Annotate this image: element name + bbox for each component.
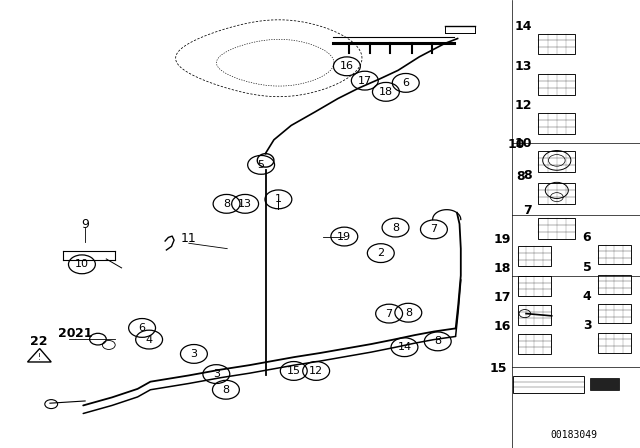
Text: 10: 10	[515, 137, 532, 150]
Text: 6: 6	[139, 323, 145, 333]
Text: 19: 19	[494, 233, 511, 246]
Text: 14: 14	[515, 20, 532, 33]
Bar	[598, 245, 631, 264]
Text: 1: 1	[275, 194, 282, 204]
Bar	[518, 276, 551, 296]
Text: 16: 16	[340, 61, 354, 71]
Bar	[538, 151, 575, 172]
Text: 8: 8	[392, 223, 399, 233]
Text: !: !	[38, 353, 41, 362]
Bar	[518, 305, 551, 325]
Text: 13: 13	[515, 60, 532, 73]
Text: 10: 10	[75, 259, 89, 269]
Text: 20: 20	[58, 327, 76, 340]
Bar	[518, 334, 551, 354]
Bar	[590, 378, 619, 390]
Text: 5: 5	[258, 160, 264, 170]
Text: 22: 22	[29, 335, 47, 348]
Text: 11: 11	[181, 232, 196, 246]
Text: 18: 18	[494, 262, 511, 275]
Bar	[598, 304, 631, 323]
Text: 8: 8	[516, 170, 525, 183]
Bar	[513, 376, 584, 393]
Text: 17: 17	[358, 76, 372, 86]
Text: 15: 15	[490, 362, 507, 375]
Text: 5: 5	[582, 261, 591, 274]
Bar	[538, 113, 575, 134]
Bar	[598, 333, 631, 353]
Text: 9: 9	[81, 217, 89, 231]
Text: 7: 7	[523, 204, 532, 217]
Text: 19: 19	[337, 232, 351, 241]
Text: 21: 21	[75, 327, 93, 340]
Text: 16: 16	[494, 320, 511, 333]
Text: 12: 12	[309, 366, 323, 376]
Bar	[538, 34, 575, 54]
Bar	[538, 183, 575, 204]
Text: 15: 15	[287, 366, 301, 376]
Text: 00183049: 00183049	[550, 430, 597, 440]
Bar	[538, 74, 575, 95]
Text: 7: 7	[430, 224, 438, 234]
Text: 8: 8	[524, 169, 532, 182]
Text: 10: 10	[508, 138, 525, 151]
Text: 8: 8	[404, 308, 412, 318]
Bar	[598, 275, 631, 294]
Text: 8: 8	[434, 336, 442, 346]
Text: 3: 3	[583, 319, 591, 332]
Text: 12: 12	[515, 99, 532, 112]
Text: 4: 4	[582, 290, 591, 303]
Text: 2: 2	[377, 248, 385, 258]
Text: 14: 14	[397, 342, 412, 352]
Bar	[518, 246, 551, 266]
Text: 6: 6	[583, 231, 591, 244]
Text: 8: 8	[222, 385, 230, 395]
Text: 17: 17	[494, 291, 511, 304]
Text: 13: 13	[238, 199, 252, 209]
Text: 3: 3	[191, 349, 197, 359]
Text: 7: 7	[385, 309, 393, 319]
Text: 6: 6	[403, 78, 409, 88]
Bar	[538, 218, 575, 239]
Text: 4: 4	[145, 335, 153, 345]
Text: 18: 18	[379, 87, 393, 97]
Text: 8: 8	[223, 199, 230, 209]
Text: 3: 3	[213, 369, 220, 379]
